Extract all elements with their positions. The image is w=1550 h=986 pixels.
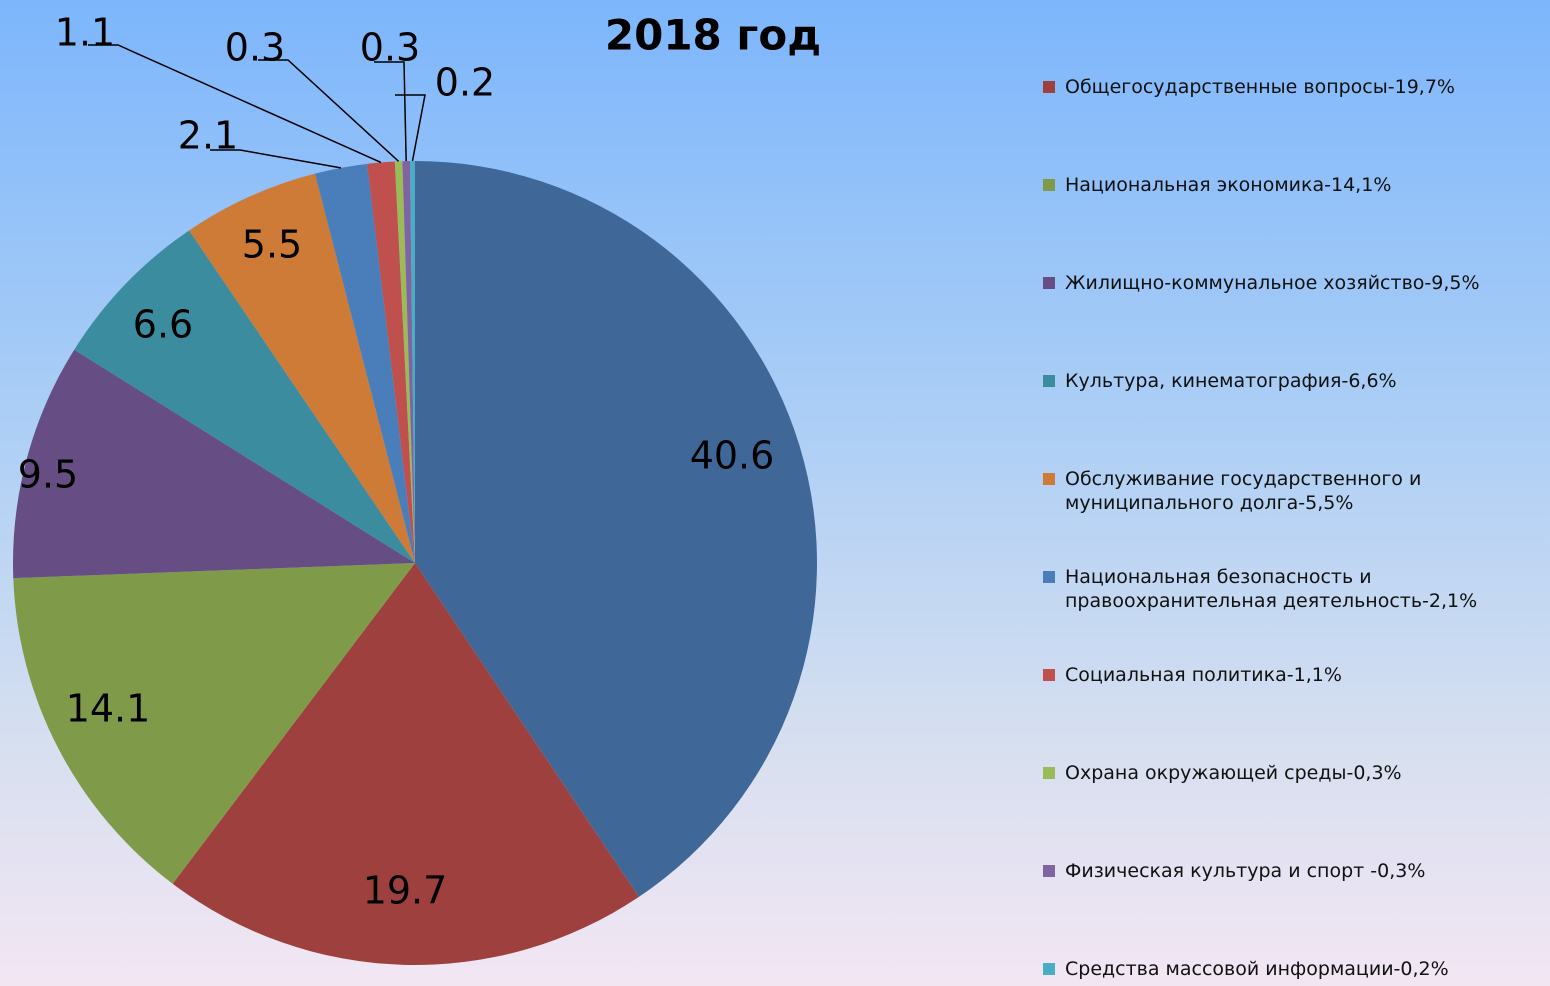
legend-label: Жилищно-коммунальное хозяйство-9,5%: [1065, 272, 1480, 294]
legend-entry: Жилищно-коммунальное хозяйство-9,5%: [1043, 271, 1548, 295]
legend-swatch: [1043, 375, 1055, 387]
legend-entry: Обслуживание государственного и муниципа…: [1043, 467, 1548, 515]
pie-slice: [13, 563, 415, 884]
legend-label: Национальная безопасность и правоохранит…: [1065, 566, 1478, 612]
data-label: 0.3: [225, 26, 285, 70]
leader-line: [88, 44, 382, 164]
legend-entry: Средства массовой информации-0,2%: [1043, 957, 1548, 981]
legend-entry: Охрана окружающей среды-0,3%: [1043, 761, 1548, 785]
leader-line: [395, 94, 426, 162]
data-label: 1.1: [55, 11, 115, 55]
legend-swatch: [1043, 571, 1055, 583]
data-label: 0.3: [360, 26, 420, 70]
pie-slice: [13, 349, 416, 579]
legend-label: Физическая культура и спорт -0,3%: [1065, 860, 1426, 882]
legend-swatch: [1043, 767, 1055, 779]
data-label: 9.5: [18, 453, 78, 497]
leader-line: [258, 59, 400, 162]
legend-swatch: [1043, 179, 1055, 191]
leader-line: [374, 61, 407, 162]
legend-entry: Физическая культура и спорт -0,3%: [1043, 859, 1548, 883]
pie-slice: [415, 161, 818, 897]
data-label: 6.6: [133, 303, 193, 347]
pie-slice: [367, 161, 415, 563]
legend-label: Средства массовой информации-0,2%: [1065, 958, 1449, 980]
pie-slice: [402, 161, 415, 563]
legend-entry: Национальная безопасность и правоохранит…: [1043, 565, 1548, 613]
pie-slice: [74, 230, 416, 563]
leader-line: [210, 149, 342, 169]
data-label: 14.1: [66, 687, 151, 731]
pie-slice: [189, 173, 415, 563]
data-label: 5.5: [242, 223, 302, 267]
pie-slice: [315, 163, 415, 563]
legend-entry: Социальная политика-1,1%: [1043, 663, 1548, 687]
pie-slice: [394, 161, 415, 563]
legend-swatch: [1043, 81, 1055, 93]
data-label: 2.1: [178, 114, 238, 158]
legend-swatch: [1043, 277, 1055, 289]
legend-entry: Национальная экономика-14,1%: [1043, 173, 1548, 197]
data-label: 40.6: [690, 434, 775, 478]
legend-swatch: [1043, 473, 1055, 485]
data-label: 19.7: [363, 869, 448, 913]
chart-title: 2018 год: [605, 11, 821, 60]
legend-swatch: [1043, 865, 1055, 877]
legend-swatch: [1043, 963, 1055, 975]
legend-entry: Культура, кинематография-6,6%: [1043, 369, 1548, 393]
legend-label: Общегосударственные вопросы-19,7%: [1065, 76, 1455, 98]
legend-label: Охрана окружающей среды-0,3%: [1065, 762, 1402, 784]
legend-label: Социальная политика-1,1%: [1065, 664, 1342, 686]
pie-slice: [409, 161, 415, 563]
legend-label: Национальная экономика-14,1%: [1065, 174, 1392, 196]
legend-entry: Общегосударственные вопросы-19,7%: [1043, 75, 1548, 99]
legend-swatch: [1043, 669, 1055, 681]
chart: 2018 год 40.6 19.7 14.1 9.5 6.6 5.5 2.1 1.1 0.3 0…: [13, 11, 821, 965]
data-label: 0.2: [435, 61, 495, 105]
legend-label: Обслуживание государственного и муниципа…: [1065, 468, 1422, 514]
legend-label: Культура, кинематография-6,6%: [1065, 370, 1397, 392]
pie-slice: [172, 563, 639, 965]
